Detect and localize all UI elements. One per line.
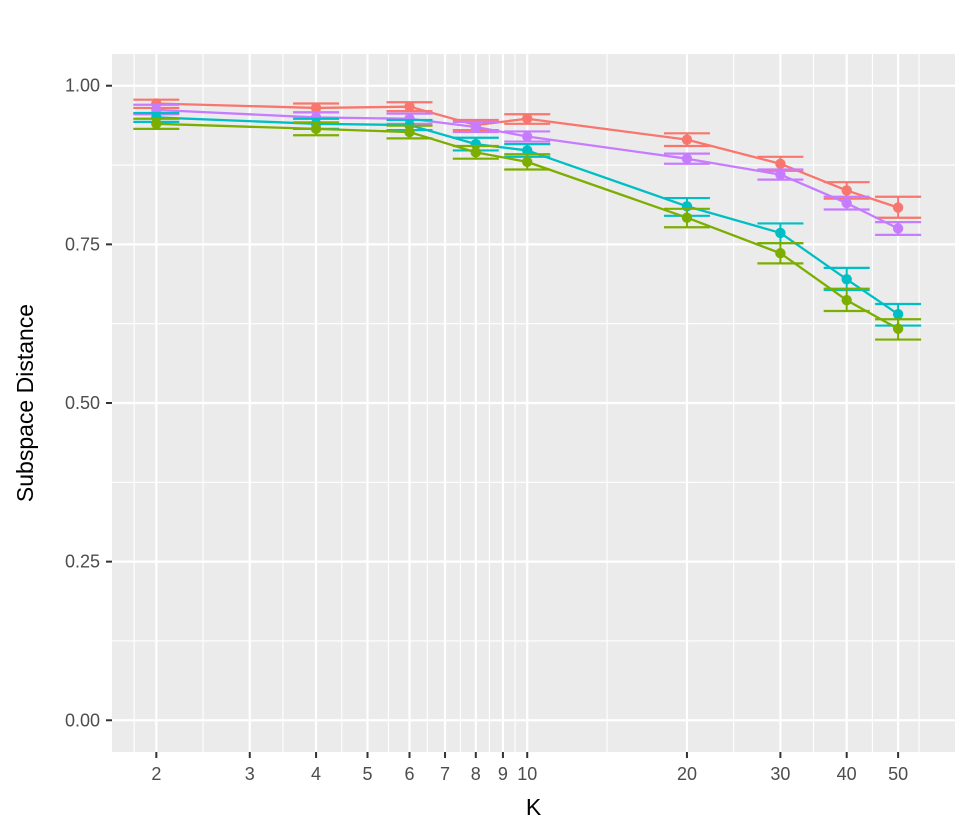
y-tick-label: 1.00 [65,76,100,96]
x-tick-label: 8 [471,764,481,784]
x-tick-label: 5 [362,764,372,784]
data-point [775,227,786,239]
data-point [892,323,904,334]
x-tick-label: 10 [517,764,537,784]
x-tick-label: 3 [245,764,255,784]
series-layer [133,98,922,341]
x-tick-label: 20 [677,764,697,784]
x-tick-label: 9 [498,764,508,784]
data-point [681,212,693,223]
data-point [775,248,786,259]
x-tick-label: 2 [151,764,161,784]
data-point [892,202,904,213]
x-tick-label: 6 [404,764,414,784]
data-point [522,113,533,124]
series-3 [133,117,922,341]
data-point [775,169,786,180]
data-point [522,145,533,156]
data-point [310,123,322,135]
data-point [522,156,533,168]
data-point [522,131,533,142]
y-axis-title: Subspace Distance [12,304,38,502]
y-tick-label: 0.75 [65,234,100,254]
major-gridlines [112,54,955,752]
x-tick-label: 30 [770,764,790,784]
data-point [470,121,481,133]
data-point [470,147,481,158]
data-point [681,153,693,164]
y-tick-label: 0.50 [65,393,100,413]
x-tick-label: 4 [311,764,321,784]
data-point [404,126,415,138]
data-point [841,197,852,209]
data-point [892,308,904,320]
data-point [841,185,852,196]
y-axis: 0.00 0.25 0.50 0.75 1.00 [65,76,112,730]
data-point [404,101,415,112]
y-tick-label: 0.00 [65,710,100,730]
x-tick-label: 7 [440,764,450,784]
x-tick-label: 40 [837,764,857,784]
data-point [841,295,852,306]
data-point [151,118,162,129]
data-point [681,134,693,145]
data-point [892,223,904,234]
x-tick-label: 50 [888,764,908,784]
data-point [841,274,852,285]
x-axis: 2 3 4 5 6 7 8 9 10 20 30 40 50 [151,752,908,784]
data-point [310,102,322,114]
data-point [775,158,786,169]
x-axis-title: K [526,794,542,820]
y-tick-label: 0.25 [65,552,100,572]
